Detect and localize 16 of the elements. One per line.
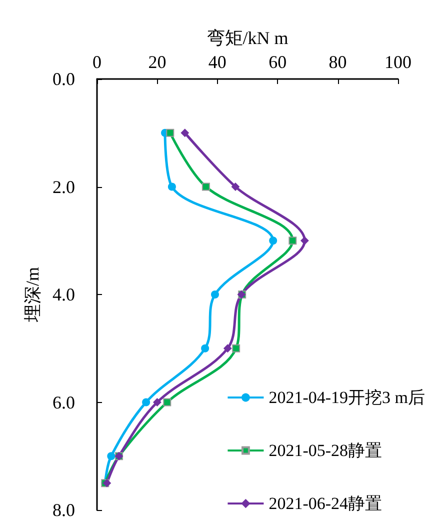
- x-axis-title: 弯矩/kN m: [206, 28, 288, 48]
- legend-label: 2021-04-19开挖3 m后: [268, 388, 425, 407]
- x-tick-label: 80: [328, 52, 347, 72]
- y-axis-title: 埋深/m: [22, 266, 43, 324]
- x-tick-label: 20: [148, 52, 166, 72]
- legend-label: 2021-05-28静置: [268, 441, 382, 460]
- y-tick-label: 8.0: [52, 500, 75, 519]
- y-tick-label: 2.0: [52, 176, 75, 197]
- legend-label: 2021-06-24静置: [268, 494, 382, 513]
- x-tick-label: 60: [268, 52, 287, 72]
- x-tick-label: 100: [384, 52, 412, 72]
- y-tick-label: 6.0: [52, 392, 75, 412]
- x-tick-label: 0: [92, 52, 102, 72]
- x-tick-label: 40: [208, 52, 226, 72]
- y-tick-label: 4.0: [52, 284, 75, 304]
- y-tick-label: 0.0: [52, 69, 75, 89]
